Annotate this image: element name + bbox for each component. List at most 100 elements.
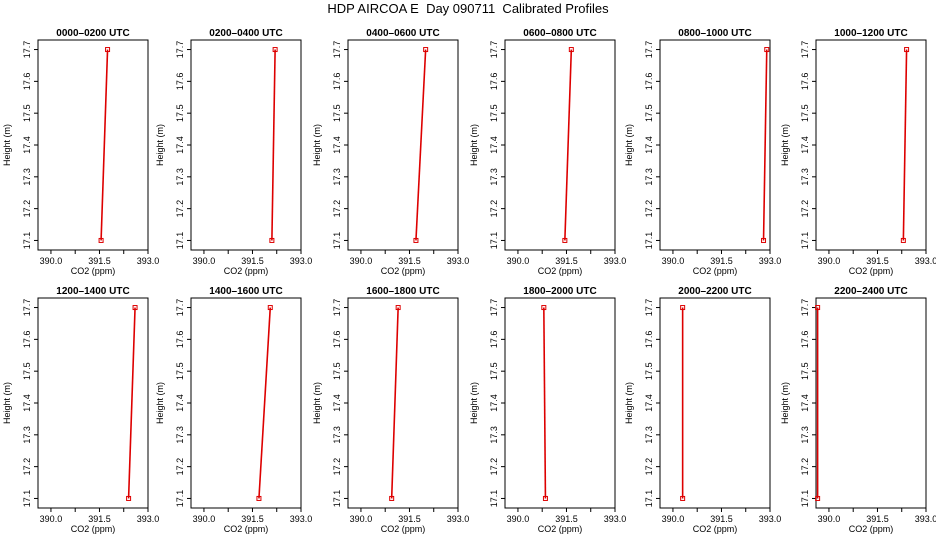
y-tick-label: 17.6 bbox=[644, 73, 654, 91]
x-axis-label: CO2 (ppm) bbox=[538, 266, 583, 276]
y-tick-label: 17.5 bbox=[332, 362, 342, 380]
plot-frame bbox=[347, 297, 459, 509]
profile-panel: 0200–0400 UTC 390.0 391.5 393.0 17.1 17.2 17.3… bbox=[155, 28, 312, 276]
profile-panel: 2000–2200 UTC 390.0 391.5 393.0 17.1 17.2 17.3… bbox=[624, 286, 781, 534]
y-tick-label: 17.6 bbox=[800, 331, 810, 349]
x-tick-label: 390.0 bbox=[193, 514, 216, 524]
y-tick-label: 17.3 bbox=[644, 168, 654, 186]
y-tick-label: 17.7 bbox=[22, 299, 32, 317]
y-tick-label: 17.3 bbox=[175, 426, 185, 444]
plot-frame bbox=[815, 39, 927, 251]
x-tick-label: 390.0 bbox=[350, 514, 373, 524]
y-tick-label: 17.7 bbox=[489, 41, 499, 59]
y-tick-label: 17.2 bbox=[489, 458, 499, 476]
y-tick-label: 17.2 bbox=[22, 458, 32, 476]
data-point bbox=[98, 237, 104, 243]
data-point bbox=[541, 305, 547, 311]
panel-title: 2200–2400 UTC bbox=[834, 286, 907, 297]
y-tick-label: 17.4 bbox=[175, 394, 185, 412]
panel-title: 1600–1800 UTC bbox=[366, 286, 439, 297]
y-tick-label: 17.6 bbox=[332, 73, 342, 91]
y-tick-label: 17.1 bbox=[175, 490, 185, 508]
x-tick-label: 390.0 bbox=[507, 514, 530, 524]
y-tick-label: 17.3 bbox=[489, 168, 499, 186]
y-axis-label: Height (m) bbox=[312, 382, 322, 424]
y-tick-label: 17.3 bbox=[644, 426, 654, 444]
data-point bbox=[815, 305, 821, 311]
y-tick-label: 17.5 bbox=[489, 104, 499, 122]
profile-line bbox=[258, 307, 272, 499]
y-tick-label: 17.5 bbox=[175, 362, 185, 380]
x-tick-label: 391.5 bbox=[241, 256, 264, 266]
y-tick-label: 17.7 bbox=[800, 299, 810, 317]
x-tick-label: 390.0 bbox=[193, 256, 216, 266]
x-axis-label: CO2 (ppm) bbox=[693, 266, 738, 276]
x-tick-label: 390.0 bbox=[40, 256, 63, 266]
profile-panel: 2200–2400 UTC 390.0 391.5 393.0 17.1 17.2 17.3… bbox=[780, 286, 936, 534]
y-axis-label: Height (m) bbox=[155, 382, 165, 424]
profile-panel: 1600–1800 UTC 390.0 391.5 393.0 17.1 17.2 17.3… bbox=[312, 286, 469, 534]
data-point bbox=[413, 237, 419, 243]
y-axis-label: Height (m) bbox=[624, 124, 634, 166]
data-point bbox=[395, 305, 401, 311]
y-tick-label: 17.3 bbox=[22, 168, 32, 186]
y-tick-label: 17.1 bbox=[22, 232, 32, 250]
x-axis-label: CO2 (ppm) bbox=[538, 524, 583, 534]
y-tick-label: 17.3 bbox=[175, 168, 185, 186]
panel-title: 0800–1000 UTC bbox=[678, 28, 751, 39]
y-tick-label: 17.6 bbox=[489, 331, 499, 349]
profile-panel: 1200–1400 UTC 390.0 391.5 393.0 17.1 17.2 17.3… bbox=[2, 286, 159, 534]
profile-line bbox=[902, 49, 908, 241]
y-tick-label: 17.6 bbox=[175, 331, 185, 349]
y-axis-label: Height (m) bbox=[780, 124, 790, 166]
y-tick-label: 17.6 bbox=[489, 73, 499, 91]
x-axis-label: CO2 (ppm) bbox=[71, 266, 116, 276]
y-tick-label: 17.3 bbox=[332, 168, 342, 186]
profile-panel: 0400–0600 UTC 390.0 391.5 393.0 17.1 17.2 17.3… bbox=[312, 28, 469, 276]
y-tick-label: 17.7 bbox=[175, 41, 185, 59]
y-tick-label: 17.5 bbox=[22, 104, 32, 122]
data-point bbox=[389, 495, 395, 501]
data-point bbox=[680, 495, 686, 501]
y-tick-label: 17.3 bbox=[800, 426, 810, 444]
x-tick-label: 390.0 bbox=[818, 256, 841, 266]
x-tick-label: 390.0 bbox=[662, 256, 685, 266]
y-tick-label: 17.3 bbox=[489, 426, 499, 444]
x-tick-label: 390.0 bbox=[818, 514, 841, 524]
y-tick-label: 17.1 bbox=[644, 490, 654, 508]
x-tick-label: 391.5 bbox=[555, 514, 578, 524]
plot-frame bbox=[37, 39, 149, 251]
data-point bbox=[132, 305, 138, 311]
y-axis-label: Height (m) bbox=[469, 382, 479, 424]
y-tick-label: 17.7 bbox=[644, 41, 654, 59]
x-tick-label: 391.5 bbox=[866, 514, 889, 524]
y-tick-label: 17.4 bbox=[332, 136, 342, 154]
x-tick-label: 391.5 bbox=[398, 256, 421, 266]
plot-frame bbox=[190, 297, 302, 509]
y-axis-label: Height (m) bbox=[780, 382, 790, 424]
data-point bbox=[269, 237, 275, 243]
y-tick-label: 17.1 bbox=[22, 490, 32, 508]
x-tick-label: 391.5 bbox=[866, 256, 889, 266]
y-axis-label: Height (m) bbox=[469, 124, 479, 166]
x-axis-label: CO2 (ppm) bbox=[224, 266, 269, 276]
y-tick-label: 17.1 bbox=[489, 232, 499, 250]
y-tick-label: 17.4 bbox=[644, 394, 654, 412]
x-tick-label: 390.0 bbox=[40, 514, 63, 524]
y-tick-label: 17.5 bbox=[644, 104, 654, 122]
x-tick-label: 390.0 bbox=[662, 514, 685, 524]
panel-title: 0200–0400 UTC bbox=[209, 28, 282, 39]
y-tick-label: 17.4 bbox=[332, 394, 342, 412]
x-tick-label: 391.5 bbox=[710, 514, 733, 524]
panel-title: 1000–1200 UTC bbox=[834, 28, 907, 39]
data-point bbox=[761, 237, 767, 243]
y-tick-label: 17.2 bbox=[800, 200, 810, 218]
x-axis-label: CO2 (ppm) bbox=[381, 266, 426, 276]
x-axis-label: CO2 (ppm) bbox=[224, 524, 269, 534]
profile-line bbox=[271, 49, 276, 241]
y-axis-label: Height (m) bbox=[312, 124, 322, 166]
y-tick-label: 17.4 bbox=[800, 394, 810, 412]
y-tick-label: 17.4 bbox=[489, 394, 499, 412]
x-axis-label: CO2 (ppm) bbox=[849, 266, 894, 276]
y-tick-label: 17.1 bbox=[800, 232, 810, 250]
